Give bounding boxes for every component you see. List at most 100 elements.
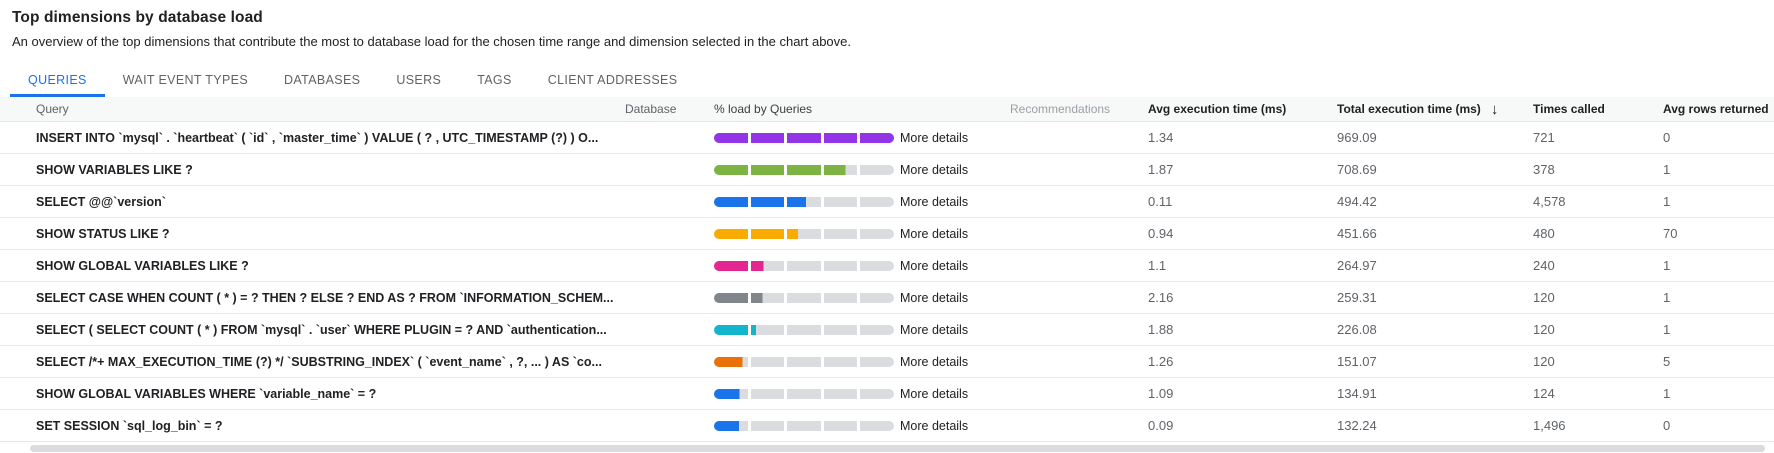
panel-header: Top dimensions by database load An overv… xyxy=(0,0,1774,49)
load-bar-segment xyxy=(714,292,748,303)
table-row[interactable]: SHOW GLOBAL VARIABLES WHERE `variable_na… xyxy=(0,378,1774,410)
column-header-total-execution-label: Total execution time (ms) xyxy=(1337,102,1481,116)
times-called: 378 xyxy=(1533,162,1555,177)
column-header-load[interactable]: % load by Queries xyxy=(714,102,813,116)
avg-execution-time: 1.09 xyxy=(1148,386,1174,401)
tab-wait-event-types[interactable]: WAIT EVENT TYPES xyxy=(122,73,249,87)
total-execution-time: 494.42 xyxy=(1337,194,1377,209)
load-bar-cell xyxy=(714,132,900,143)
more-details-link[interactable]: More details xyxy=(900,258,969,273)
tab-users[interactable]: USERS xyxy=(396,73,442,87)
sort-descending-icon[interactable]: ↓ xyxy=(1490,101,1499,117)
times-called: 480 xyxy=(1533,226,1555,241)
load-bar-cell xyxy=(714,356,900,367)
load-bar-segment xyxy=(714,132,748,143)
load-bar-cell xyxy=(714,420,900,431)
table-row[interactable]: SELECT /*+ MAX_EXECUTION_TIME (?) */ `SU… xyxy=(0,346,1774,378)
avg-execution-time: 1.34 xyxy=(1148,130,1174,145)
table-row[interactable]: SELECT ( SELECT COUNT ( * ) FROM `mysql`… xyxy=(0,314,1774,346)
load-bar-segment xyxy=(750,164,785,175)
more-details-link[interactable]: More details xyxy=(900,130,969,145)
load-bar xyxy=(714,324,894,335)
load-bar-segment xyxy=(860,164,894,175)
query-text[interactable]: SHOW VARIABLES LIKE ? xyxy=(36,162,193,177)
query-text[interactable]: SELECT /*+ MAX_EXECUTION_TIME (?) */ `SU… xyxy=(36,354,602,369)
more-details-link[interactable]: More details xyxy=(900,290,969,305)
load-bar-segment xyxy=(823,260,858,271)
total-execution-time: 259.31 xyxy=(1337,290,1377,305)
avg-rows-returned: 1 xyxy=(1663,322,1671,337)
more-details-link[interactable]: More details xyxy=(900,386,969,401)
load-bar-segment xyxy=(750,292,785,303)
load-bar-segment xyxy=(823,196,858,207)
load-bar-segment xyxy=(860,260,894,271)
avg-execution-time: 1.1 xyxy=(1148,258,1167,273)
column-header-total-execution[interactable]: Total execution time (ms) ↓ xyxy=(1337,102,1533,117)
load-bar-segment xyxy=(787,420,821,431)
column-header-times-called[interactable]: Times called xyxy=(1533,102,1605,116)
load-bar xyxy=(714,388,894,399)
total-execution-time: 134.91 xyxy=(1337,386,1377,401)
load-bar-cell xyxy=(714,388,900,399)
column-header-recommendations: Recommendations xyxy=(1010,102,1111,116)
column-header-database: Database xyxy=(625,102,677,116)
load-bar-segment xyxy=(860,420,894,431)
load-bar-segment xyxy=(714,324,748,335)
query-text[interactable]: SELECT @@`version` xyxy=(36,194,166,209)
avg-execution-time: 2.16 xyxy=(1148,290,1174,305)
load-bar-segment xyxy=(860,388,894,399)
load-bar-segment xyxy=(860,324,894,335)
more-details-link[interactable]: More details xyxy=(900,354,969,369)
query-text[interactable]: SHOW GLOBAL VARIABLES WHERE `variable_na… xyxy=(36,386,377,401)
avg-execution-time: 0.94 xyxy=(1148,226,1174,241)
load-bar-segment xyxy=(787,356,821,367)
total-execution-time: 708.69 xyxy=(1337,162,1377,177)
tab-queries[interactable]: QUERIES xyxy=(10,66,105,97)
avg-rows-returned: 1 xyxy=(1663,290,1671,305)
table-row[interactable]: SHOW STATUS LIKE ? More details 0.94 451… xyxy=(0,218,1774,250)
times-called: 240 xyxy=(1533,258,1555,273)
total-execution-time: 451.66 xyxy=(1337,226,1377,241)
tab-client-addresses[interactable]: CLIENT ADDRESSES xyxy=(547,73,678,87)
times-called: 1,496 xyxy=(1533,418,1566,433)
table-row[interactable]: SELECT CASE WHEN COUNT ( * ) = ? THEN ? … xyxy=(0,282,1774,314)
times-called: 120 xyxy=(1533,290,1555,305)
column-header-avg-rows[interactable]: Avg rows returned xyxy=(1663,102,1769,116)
query-text[interactable]: SELECT CASE WHEN COUNT ( * ) = ? THEN ? … xyxy=(36,290,614,305)
avg-execution-time: 1.26 xyxy=(1148,354,1174,369)
page-subtitle: An overview of the top dimensions that c… xyxy=(12,34,852,49)
load-bar-segment xyxy=(823,132,858,143)
load-bar-segment xyxy=(787,132,821,143)
table-row[interactable]: SELECT @@`version` More details 0.11 494… xyxy=(0,186,1774,218)
times-called: 721 xyxy=(1533,130,1555,145)
load-bar-segment xyxy=(714,420,748,431)
table-row[interactable]: INSERT INTO `mysql` . `heartbeat` ( `id`… xyxy=(0,122,1774,154)
column-header-avg-execution[interactable]: Avg execution time (ms) xyxy=(1148,102,1287,116)
load-bar-segment xyxy=(714,196,748,207)
tab-tags[interactable]: TAGS xyxy=(477,73,512,87)
tab-databases[interactable]: DATABASES xyxy=(284,73,361,87)
more-details-link[interactable]: More details xyxy=(900,194,969,209)
table-row[interactable]: SET SESSION `sql_log_bin` = ? More detai… xyxy=(0,410,1774,442)
load-bar-segment xyxy=(750,228,785,239)
avg-rows-returned: 5 xyxy=(1663,354,1671,369)
more-details-link[interactable]: More details xyxy=(900,162,969,177)
query-text[interactable]: INSERT INTO `mysql` . `heartbeat` ( `id`… xyxy=(36,130,599,145)
horizontal-scrollbar[interactable] xyxy=(30,445,1765,452)
load-bar-cell xyxy=(714,292,900,303)
load-bar-segment xyxy=(714,164,748,175)
query-text[interactable]: SHOW GLOBAL VARIABLES LIKE ? xyxy=(36,258,249,273)
total-execution-time: 969.09 xyxy=(1337,130,1377,145)
query-text[interactable]: SHOW STATUS LIKE ? xyxy=(36,226,170,241)
load-bar-segment xyxy=(714,356,748,367)
avg-rows-returned: 1 xyxy=(1663,162,1671,177)
more-details-link[interactable]: More details xyxy=(900,322,969,337)
load-bar-segment xyxy=(860,292,894,303)
query-text[interactable]: SET SESSION `sql_log_bin` = ? xyxy=(36,418,223,433)
table-row[interactable]: SHOW VARIABLES LIKE ? More details 1.87 … xyxy=(0,154,1774,186)
more-details-link[interactable]: More details xyxy=(900,226,969,241)
table-row[interactable]: SHOW GLOBAL VARIABLES LIKE ? More detail… xyxy=(0,250,1774,282)
query-text[interactable]: SELECT ( SELECT COUNT ( * ) FROM `mysql`… xyxy=(36,322,607,337)
load-bar-segment xyxy=(823,292,858,303)
more-details-link[interactable]: More details xyxy=(900,418,969,433)
